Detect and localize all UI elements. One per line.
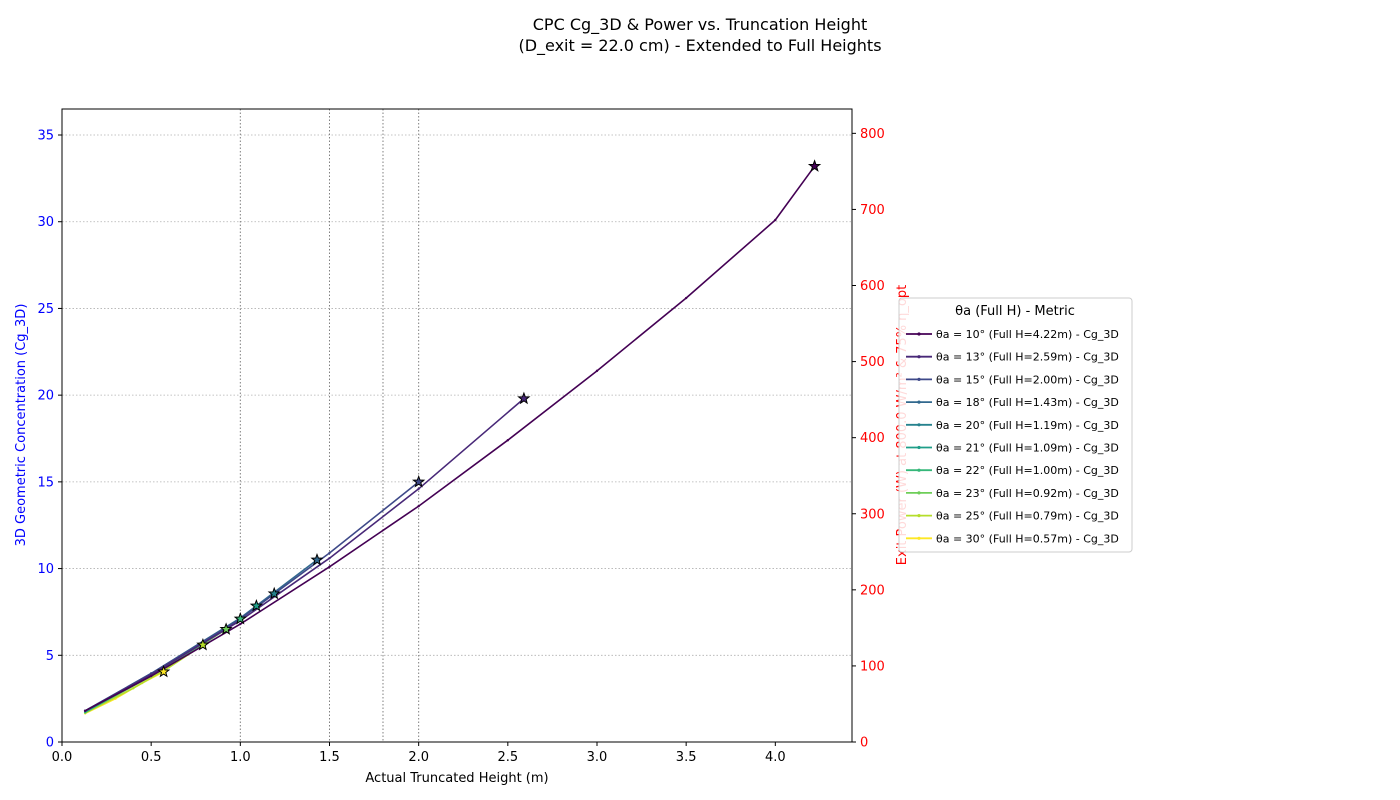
x-tick-label: 3.0 [587, 750, 608, 765]
y-left-tick-label: 20 [37, 389, 54, 404]
legend-marker [917, 514, 921, 518]
x-axis: 0.0 0.5 1.0 1.5 2.0 2.5 3.0 3.5 4.0 [52, 742, 786, 765]
legend-box [898, 297, 1133, 553]
legend-marker [917, 468, 921, 472]
series-point [417, 504, 420, 508]
end-star-marker [196, 637, 210, 651]
y-right-tick-label: 300 [860, 507, 885, 522]
series-point [149, 674, 153, 678]
legend-entry: θa = 23° (Full H=0.92m) - Cg_3D [936, 487, 1119, 500]
legend-marker [917, 400, 921, 404]
x-tick-label: 0.5 [141, 750, 162, 765]
chart-title: CPC Cg_3D & Power vs. Truncation Height [533, 15, 868, 35]
legend-entry: θa = 21° (Full H=1.09m) - Cg_3D [936, 442, 1119, 455]
vertical-reference-lines [239, 109, 420, 742]
series-point [684, 296, 688, 300]
legend-marker [917, 445, 921, 450]
legend: θa (Full H) - Metric θa = 10° (Full H=4.… [898, 297, 1133, 553]
series-line [84, 593, 275, 712]
series-point [328, 551, 331, 555]
y-left-tick-label: 25 [37, 302, 54, 317]
y-axis-left: 0 5 10 15 20 25 30 35 [37, 129, 62, 751]
y-right-tick-label: 100 [860, 659, 885, 674]
end-star-marker [310, 552, 324, 566]
end-markers [157, 159, 822, 678]
series-line [84, 559, 318, 712]
end-star-marker [233, 611, 247, 625]
series-line [84, 481, 420, 712]
y-left-tick-label: 0 [46, 736, 54, 751]
legend-entry: θa = 30° (Full H=0.57m) - Cg_3D [936, 532, 1119, 545]
legend-entry: θa = 18° (Full H=1.43m) - Cg_3D [936, 396, 1119, 409]
end-star-marker [267, 586, 281, 600]
legend-entry: θa = 13° (Full H=2.59m) - Cg_3D [936, 351, 1119, 364]
y-right-tick-label: 700 [860, 203, 885, 218]
y-right-tick-label: 200 [860, 583, 885, 598]
end-star-marker [157, 664, 171, 678]
legend-entry: θa = 22° (Full H=1.00m) - Cg_3D [936, 464, 1119, 477]
y-left-tick-label: 5 [46, 649, 54, 664]
legend-entry: θa = 20° (Full H=1.19m) - Cg_3D [936, 419, 1119, 432]
y-right-tick-label: 500 [860, 355, 885, 370]
y-right-tick-label: 0 [860, 736, 868, 751]
end-star-marker [517, 391, 531, 405]
plot-lines [83, 165, 816, 715]
y-right-tick-label: 800 [860, 127, 885, 142]
y-left-tick-label: 10 [37, 562, 54, 577]
x-axis-label: Actual Truncated Height (m) [365, 771, 548, 786]
x-tick-label: 4.0 [765, 750, 786, 765]
x-tick-label: 2.5 [497, 750, 518, 765]
legend-entry: θa = 10° (Full H=4.22m) - Cg_3D [936, 328, 1119, 341]
series-line [84, 165, 816, 712]
y-left-tick-label: 15 [37, 475, 54, 490]
x-tick-label: 1.0 [230, 750, 251, 765]
x-tick-label: 0.0 [52, 750, 73, 765]
end-star-marker [807, 159, 822, 172]
end-star-marker [249, 598, 263, 612]
series-point [132, 687, 135, 690]
y-left-tick-label: 35 [37, 129, 54, 144]
y-axis-right: 0 100 200 300 400 500 600 700 800 [852, 127, 885, 751]
y-axis-left-label: 3D Geometric Concentration (Cg_3D) [14, 304, 29, 547]
legend-marker [917, 491, 921, 495]
legend-marker [917, 355, 921, 359]
series-point [774, 218, 777, 222]
series-point [239, 622, 242, 626]
series-point [595, 369, 599, 373]
x-tick-label: 2.0 [408, 750, 429, 765]
x-tick-label: 3.5 [676, 750, 697, 765]
plot-frame [61, 108, 853, 743]
series-point [417, 487, 420, 490]
series-point [328, 556, 331, 560]
y-right-tick-label: 400 [860, 431, 885, 446]
x-tick-label: 1.5 [319, 750, 340, 765]
end-star-marker [219, 622, 233, 635]
legend-entry: θa = 25° (Full H=0.79m) - Cg_3D [936, 510, 1119, 523]
chart-subtitle: (D_exit = 22.0 cm) - Extended to Full He… [518, 36, 881, 56]
legend-marker [917, 377, 921, 381]
y-left-tick-label: 30 [37, 215, 54, 230]
series-point [83, 709, 87, 712]
legend-marker [917, 423, 921, 427]
legend-marker [917, 536, 921, 540]
legend-title: θa (Full H) - Metric [955, 304, 1075, 319]
series-point [506, 439, 510, 442]
series-point [328, 565, 331, 569]
series-line [84, 397, 525, 712]
legend-marker [917, 332, 921, 336]
end-star-marker [412, 474, 426, 488]
grid [62, 134, 852, 743]
legend-entry: θa = 15° (Full H=2.00m) - Cg_3D [936, 373, 1119, 386]
y-right-tick-label: 600 [860, 279, 885, 294]
